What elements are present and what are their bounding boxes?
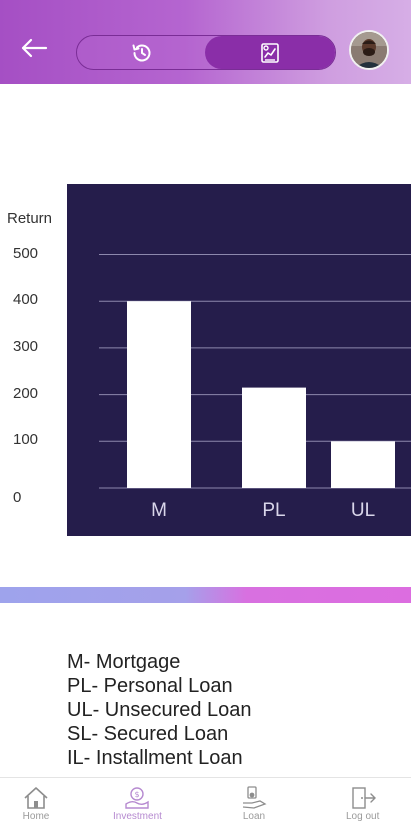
legend-item-secured-loan: SL- Secured Loan — [67, 723, 229, 745]
view-toggle — [76, 35, 336, 70]
nav-investment-label: Investment — [113, 811, 162, 822]
y-tick-label: 0 — [13, 489, 22, 506]
y-tick-label: 400 — [13, 291, 39, 309]
legend-item-installment-loan: IL- Installment Loan — [67, 747, 243, 769]
nav-loan[interactable]: Loan — [240, 786, 268, 822]
legend-item-personal-loan: PL- Personal Loan — [67, 675, 233, 697]
x-tick-label-ul: UL — [351, 500, 375, 521]
logout-icon — [351, 787, 376, 809]
toggle-chart[interactable] — [205, 36, 335, 69]
legend-item-unsecured-loan: UL- Unsecured Loan — [67, 699, 252, 721]
y-tick-label: 100 — [13, 431, 39, 449]
nav-loan-label: Loan — [242, 811, 266, 822]
bar-pl — [242, 387, 306, 488]
back-button[interactable] — [14, 30, 54, 66]
y-tick-label: 200 — [13, 384, 39, 402]
legend-item-mortgage: M- Mortgage — [67, 651, 181, 673]
x-tick-label-pl: PL — [262, 500, 285, 521]
user-avatar-icon — [351, 32, 387, 68]
toggle-history[interactable] — [77, 36, 207, 69]
gradient-divider — [0, 587, 411, 603]
nav-logout-label: Log out — [346, 811, 380, 822]
y-axis-title: Return — [7, 210, 53, 227]
arrow-left-icon — [21, 38, 48, 58]
nav-home[interactable]: Home — [22, 786, 50, 822]
x-tick-label-m: M — [151, 500, 167, 521]
y-tick-label: 500 — [13, 244, 39, 262]
home-icon — [24, 787, 48, 809]
history-icon — [132, 44, 151, 61]
avatar[interactable] — [349, 30, 389, 70]
app-header — [0, 0, 411, 84]
bottom-nav: Home $ Investment Loan Log out — [0, 777, 411, 823]
investment-icon: $ — [125, 787, 150, 809]
bar-ul — [331, 441, 395, 488]
loan-icon — [242, 786, 267, 809]
nav-investment[interactable]: $ Investment — [113, 786, 162, 822]
chart-report-icon — [261, 42, 279, 63]
nav-home-label: Home — [22, 811, 50, 822]
chart-legend: M- Mortgage PL- Personal Loan UL- Unsecu… — [67, 650, 252, 770]
bar-m — [127, 301, 191, 488]
svg-text:$: $ — [135, 790, 140, 799]
y-tick-label: 300 — [13, 337, 39, 355]
nav-logout[interactable]: Log out — [346, 786, 379, 822]
chart-svg: M PL UL — [99, 254, 411, 521]
return-chart: M PL UL — [67, 184, 411, 536]
